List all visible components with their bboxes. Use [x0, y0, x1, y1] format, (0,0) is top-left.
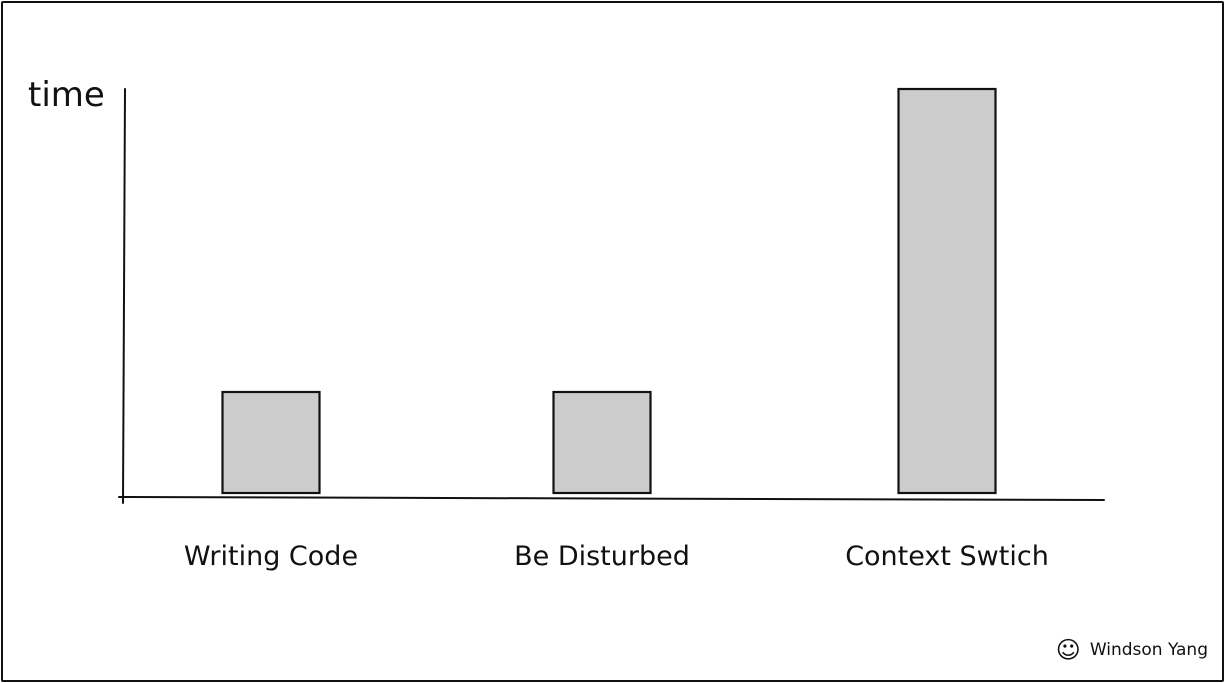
category-label-0: Writing Code: [184, 541, 358, 572]
bar-0: [221, 390, 321, 495]
category-label-2: Context Swtich: [845, 541, 1049, 572]
bar-1: [552, 390, 652, 495]
author-name: Windson Yang: [1089, 640, 1208, 660]
bar-2: [897, 87, 997, 495]
author-credit: ☺ Windson Yang: [1056, 638, 1208, 662]
category-label-1: Be Disturbed: [514, 541, 690, 572]
category-labels: Writing Code Be Disturbed Context Swtich: [184, 541, 1049, 572]
x-axis: [118, 496, 1105, 501]
smiley-icon: ☺: [1055, 636, 1081, 664]
y-axis-label: time: [28, 75, 105, 115]
y-axis: [122, 88, 126, 504]
bars-layer: [221, 87, 997, 495]
